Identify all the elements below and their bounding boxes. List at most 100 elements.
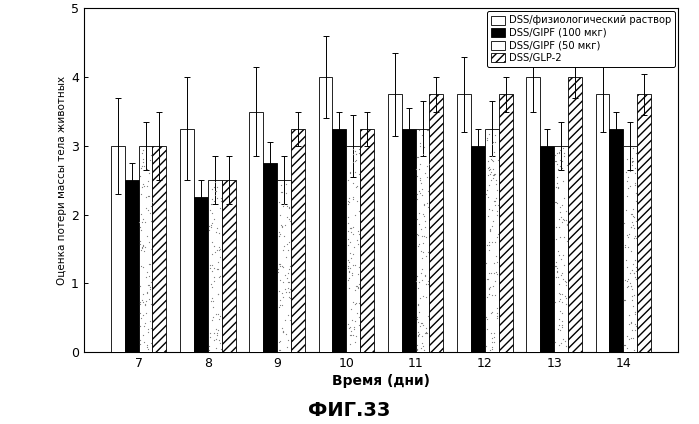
- Point: [206, 281, 217, 287]
- Point: [206, 195, 217, 202]
- Point: [137, 298, 148, 305]
- Point: [559, 338, 570, 344]
- Bar: [360, 129, 374, 352]
- Point: [482, 187, 493, 194]
- Point: [558, 145, 569, 152]
- Point: [419, 271, 431, 278]
- Point: [626, 283, 637, 290]
- Point: [212, 311, 223, 318]
- Point: [273, 265, 284, 272]
- Point: [418, 293, 429, 299]
- Point: [283, 238, 294, 245]
- Point: [549, 199, 561, 206]
- Point: [417, 151, 428, 158]
- Point: [561, 207, 572, 214]
- Point: [421, 330, 433, 337]
- Point: [412, 191, 423, 198]
- Point: [487, 344, 498, 351]
- Point: [349, 147, 360, 154]
- Point: [484, 270, 495, 277]
- Point: [488, 270, 499, 276]
- Point: [349, 317, 360, 324]
- Point: [419, 201, 430, 207]
- Point: [416, 192, 427, 198]
- Point: [487, 218, 498, 224]
- Point: [212, 290, 223, 297]
- Point: [487, 206, 498, 213]
- Point: [417, 277, 428, 284]
- Point: [412, 285, 423, 291]
- Point: [350, 158, 361, 165]
- Point: [345, 328, 356, 335]
- Point: [343, 236, 354, 243]
- Point: [214, 244, 225, 251]
- Point: [417, 240, 428, 247]
- Point: [626, 211, 637, 218]
- Point: [347, 299, 358, 306]
- Point: [281, 202, 292, 209]
- Point: [141, 288, 152, 295]
- Point: [416, 233, 427, 240]
- Point: [489, 139, 500, 145]
- Point: [343, 275, 354, 282]
- Point: [348, 326, 359, 332]
- Point: [488, 339, 499, 346]
- Point: [621, 284, 633, 290]
- Point: [352, 236, 363, 243]
- Point: [556, 321, 568, 328]
- Point: [140, 204, 152, 211]
- Point: [491, 181, 502, 187]
- Point: [284, 294, 296, 301]
- Point: [484, 206, 495, 212]
- Point: [419, 223, 431, 230]
- Point: [621, 156, 633, 162]
- Point: [142, 268, 153, 275]
- Point: [555, 214, 566, 221]
- Point: [345, 169, 356, 176]
- Point: [629, 179, 640, 186]
- Point: [619, 297, 630, 304]
- Point: [630, 321, 641, 327]
- Point: [491, 310, 503, 317]
- Point: [625, 283, 636, 290]
- Point: [549, 298, 561, 305]
- Point: [481, 342, 492, 349]
- Point: [135, 309, 146, 316]
- Point: [206, 221, 217, 228]
- Point: [481, 294, 492, 301]
- Point: [630, 263, 642, 270]
- Point: [621, 177, 633, 184]
- Point: [423, 160, 434, 167]
- Point: [492, 208, 503, 215]
- Point: [146, 151, 157, 158]
- Point: [488, 260, 499, 267]
- Point: [347, 146, 359, 153]
- Point: [350, 211, 361, 218]
- Point: [275, 297, 286, 304]
- Point: [350, 300, 361, 307]
- Point: [145, 325, 157, 332]
- Point: [489, 201, 500, 208]
- Point: [561, 282, 572, 289]
- Point: [144, 283, 155, 290]
- Point: [204, 222, 215, 229]
- Point: [629, 224, 640, 231]
- Point: [554, 233, 565, 240]
- Point: [351, 157, 362, 164]
- Point: [145, 340, 157, 346]
- Point: [354, 146, 365, 153]
- Point: [141, 344, 152, 351]
- Point: [207, 268, 218, 275]
- Point: [284, 205, 295, 212]
- Point: [283, 294, 294, 301]
- Point: [482, 172, 493, 179]
- Point: [142, 282, 153, 288]
- Point: [557, 269, 568, 276]
- Point: [422, 281, 433, 287]
- Point: [412, 333, 423, 340]
- Point: [550, 199, 561, 206]
- Point: [275, 189, 287, 196]
- Point: [556, 218, 568, 225]
- Point: [284, 218, 295, 225]
- Point: [211, 224, 222, 231]
